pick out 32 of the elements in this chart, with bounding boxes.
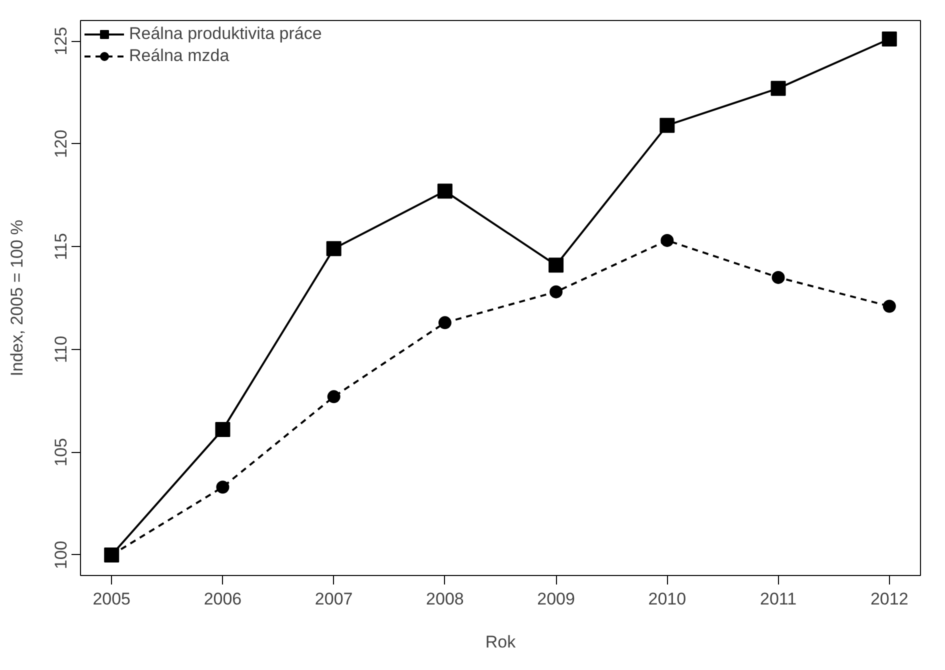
y-tick-label: 100 <box>52 540 70 570</box>
y-tick-label: 110 <box>52 336 70 363</box>
point <box>660 234 674 247</box>
point <box>772 270 785 284</box>
x-tick-label: 2008 <box>426 590 464 608</box>
point <box>770 80 786 96</box>
legend-label: Reálna produktivita práce <box>129 24 322 44</box>
point <box>327 390 340 404</box>
y-tick-label: 115 <box>52 233 70 260</box>
point <box>882 32 897 46</box>
x-tick-label: 2006 <box>204 590 242 608</box>
point <box>882 300 896 313</box>
y-axis-title: Index, 2005 = 100 % <box>8 220 26 376</box>
y-tick-label: 125 <box>52 26 70 56</box>
x-tick-label: 2011 <box>760 590 797 608</box>
point <box>550 285 563 298</box>
point <box>438 316 452 330</box>
x-axis-title: Rok <box>485 632 516 652</box>
x-tick-label: 2009 <box>537 590 575 608</box>
x-tick-label: 2005 <box>92 590 131 608</box>
legend-label: Reálna mzda <box>129 46 230 66</box>
x-tick-label: 2010 <box>648 590 686 608</box>
y-tick-label: 120 <box>52 130 70 158</box>
point <box>216 480 230 494</box>
point <box>326 241 342 256</box>
x-tick-label: 2012 <box>870 590 908 608</box>
point <box>437 184 452 199</box>
point <box>660 118 675 133</box>
y-tick-label: 105 <box>52 438 70 466</box>
x-tick-label: 2007 <box>314 590 353 608</box>
point <box>548 258 564 273</box>
point <box>215 422 230 438</box>
